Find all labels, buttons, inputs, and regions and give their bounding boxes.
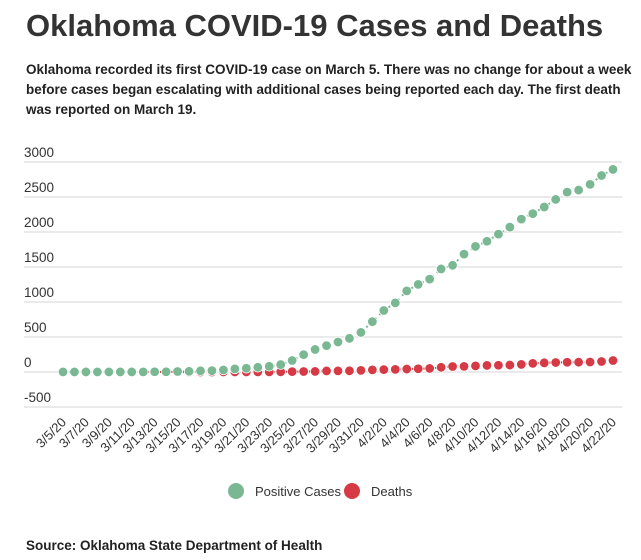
data-point bbox=[183, 366, 195, 377]
data-point bbox=[493, 360, 504, 371]
data-point bbox=[355, 327, 367, 338]
data-point bbox=[344, 333, 355, 344]
data-point bbox=[286, 366, 298, 377]
data-point bbox=[160, 366, 172, 377]
data-point bbox=[206, 365, 218, 376]
data-point bbox=[504, 221, 516, 233]
data-point bbox=[596, 356, 607, 367]
data-point bbox=[321, 365, 332, 377]
data-point bbox=[275, 359, 286, 370]
data-point bbox=[607, 355, 619, 366]
data-point bbox=[332, 365, 344, 377]
data-point bbox=[561, 357, 573, 368]
legend-label: Positive Cases bbox=[255, 484, 341, 499]
data-point bbox=[481, 236, 493, 247]
data-point bbox=[172, 366, 183, 377]
y-tick-label: 2000 bbox=[24, 215, 54, 230]
data-point bbox=[138, 366, 149, 378]
data-point bbox=[527, 358, 538, 369]
data-point bbox=[539, 357, 550, 369]
data-point bbox=[367, 364, 378, 376]
data-point bbox=[80, 366, 92, 378]
data-point bbox=[367, 316, 378, 327]
data-point bbox=[378, 305, 390, 316]
data-point bbox=[401, 363, 412, 375]
data-point bbox=[481, 360, 493, 371]
data-point bbox=[390, 297, 401, 309]
data-point bbox=[126, 366, 137, 378]
data-point bbox=[378, 364, 390, 375]
data-point bbox=[561, 186, 573, 198]
data-point bbox=[332, 336, 344, 348]
data-point bbox=[149, 366, 160, 377]
legend-label: Deaths bbox=[371, 484, 413, 499]
data-point bbox=[413, 279, 424, 290]
data-point bbox=[516, 213, 527, 225]
data-point bbox=[458, 361, 470, 372]
y-tick-label: 3000 bbox=[24, 145, 54, 160]
data-point bbox=[470, 241, 481, 252]
data-point bbox=[573, 184, 584, 196]
data-point bbox=[69, 366, 80, 378]
data-point bbox=[424, 363, 435, 374]
data-point bbox=[401, 285, 412, 297]
data-point bbox=[57, 366, 69, 378]
data-point bbox=[413, 363, 424, 374]
data-point bbox=[229, 363, 241, 375]
y-tick-label: 1000 bbox=[24, 285, 54, 300]
data-point bbox=[516, 359, 527, 370]
data-point bbox=[596, 170, 607, 181]
y-tick-label: -500 bbox=[24, 390, 51, 405]
data-point bbox=[355, 365, 367, 376]
chart-subtitle: Oklahoma recorded its first COVID-19 cas… bbox=[26, 62, 632, 117]
y-tick-label: 2500 bbox=[24, 180, 54, 195]
data-point bbox=[458, 248, 470, 260]
data-point bbox=[424, 273, 435, 285]
data-point bbox=[298, 366, 309, 377]
data-point bbox=[447, 361, 458, 372]
chart-title: Oklahoma COVID-19 Cases and Deaths bbox=[26, 8, 604, 43]
data-point bbox=[286, 355, 298, 366]
data-point bbox=[309, 344, 321, 355]
data-point bbox=[309, 366, 321, 377]
legend-marker bbox=[344, 483, 360, 499]
data-point bbox=[550, 357, 561, 368]
data-point bbox=[470, 360, 481, 372]
data-point bbox=[218, 364, 229, 376]
legend-marker bbox=[228, 483, 244, 499]
data-point bbox=[504, 359, 516, 371]
data-point bbox=[241, 363, 252, 374]
source-note: Source: Oklahoma State Department of Hea… bbox=[26, 538, 323, 553]
data-point bbox=[264, 361, 275, 372]
data-point bbox=[252, 362, 263, 373]
data-point bbox=[344, 365, 355, 377]
data-point bbox=[390, 364, 401, 375]
data-point bbox=[115, 366, 126, 378]
data-point bbox=[298, 349, 309, 360]
data-point bbox=[92, 366, 103, 378]
data-point bbox=[321, 340, 332, 351]
y-tick-label: 500 bbox=[24, 320, 47, 335]
data-point bbox=[539, 201, 550, 213]
data-point bbox=[573, 357, 584, 368]
y-tick-label: 0 bbox=[24, 355, 32, 370]
data-point bbox=[103, 366, 115, 378]
data-point bbox=[435, 362, 447, 373]
data-point bbox=[493, 228, 504, 240]
data-point bbox=[550, 194, 561, 205]
data-point bbox=[447, 260, 458, 271]
data-point bbox=[527, 208, 538, 219]
data-point bbox=[435, 263, 447, 275]
data-point bbox=[607, 164, 619, 175]
data-point bbox=[584, 356, 596, 368]
data-point bbox=[195, 365, 206, 377]
data-point bbox=[584, 179, 596, 190]
y-tick-label: 1500 bbox=[24, 250, 54, 265]
